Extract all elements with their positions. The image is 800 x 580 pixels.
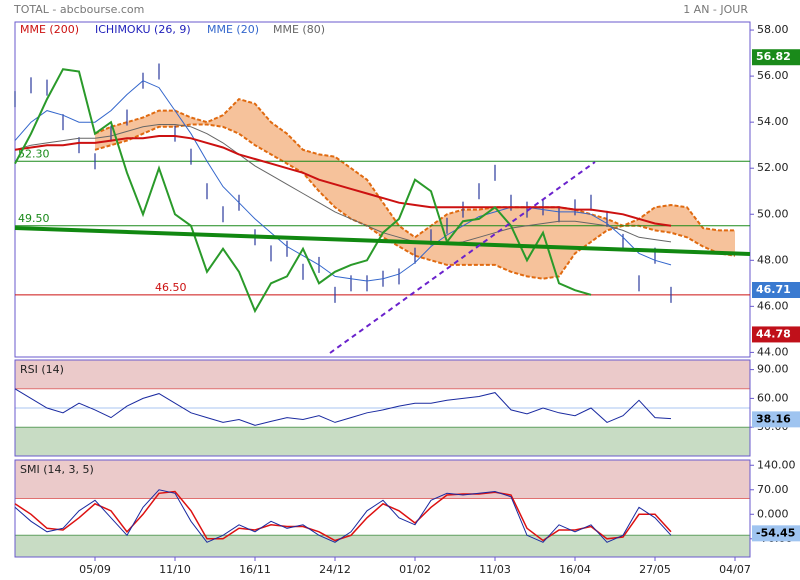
level-label: 49.50: [18, 212, 50, 225]
y-tick-label: 140.00: [757, 458, 796, 471]
chikou-line: [14, 68, 592, 314]
value-badge-label: 38.16: [756, 412, 791, 425]
x-tick-label: 04/07: [719, 563, 751, 576]
y-tick-label: 90.00: [757, 363, 789, 376]
value-badge-label: 44.78: [756, 327, 791, 340]
mme20-line: [14, 80, 672, 282]
oversold-zone: [15, 427, 750, 456]
x-tick-label: 11/03: [479, 563, 511, 576]
panel-frame: [14, 359, 751, 457]
value-badge: [752, 282, 800, 298]
value-badge: [752, 525, 800, 542]
y-tick-label: 56.00: [757, 69, 789, 82]
legend-entry: MME (20): [207, 23, 259, 36]
x-tick-label: 11/10: [159, 563, 191, 576]
legend-entry: ICHIMOKU (26, 9): [95, 23, 191, 36]
mme200-line: [14, 135, 672, 227]
value-badge: [752, 411, 800, 428]
x-tick-label: 16/11: [239, 563, 271, 576]
oscillator-line: [14, 489, 672, 543]
y-tick-label: 48.00: [757, 253, 789, 266]
level-label: 46.50: [155, 281, 187, 294]
overbought-zone: [15, 460, 750, 499]
page-title: TOTAL - abcbourse.com: [13, 3, 144, 16]
value-badge-label: 46.71: [756, 283, 791, 296]
y-tick-label: 54.00: [757, 115, 789, 128]
x-tick-label: 16/04: [559, 563, 591, 576]
y-tick-label: 52.00: [757, 161, 789, 174]
value-badge: [752, 49, 800, 66]
y-tick-label: 50.00: [757, 207, 789, 220]
y-tick-label: 58.00: [757, 23, 789, 36]
panel-title: SMI (14, 3, 5): [20, 463, 94, 476]
panel-title: RSI (14): [20, 363, 64, 376]
value-badge-label: 56.82: [756, 50, 791, 63]
level-label: 52.30: [18, 147, 50, 160]
trendline: [14, 226, 751, 256]
legend-entry: MME (200): [20, 23, 79, 36]
y-tick-label: 46.00: [757, 299, 789, 312]
oscillator-line: [14, 388, 672, 426]
x-tick-label: 24/12: [319, 563, 351, 576]
senkou-line: [94, 97, 735, 239]
period: 1 AN - JOUR: [683, 3, 748, 16]
x-tick-label: 01/02: [399, 563, 431, 576]
overbought-zone: [15, 360, 750, 389]
panel-frame: [14, 21, 751, 358]
value-badge-label: -54.45: [756, 526, 795, 539]
panel-frame: [14, 459, 751, 558]
trendline: [329, 161, 596, 354]
mme80-line: [14, 124, 672, 245]
x-tick-label: 05/09: [79, 563, 111, 576]
legend-entry: MME (80): [273, 23, 325, 36]
oversold-zone: [15, 535, 750, 557]
y-tick-label: 70.00: [757, 483, 789, 496]
value-badge: [752, 326, 800, 343]
y-tick-label: 44.00: [757, 345, 789, 358]
x-tick-label: 27/05: [639, 563, 671, 576]
signal-line: [14, 490, 672, 542]
y-tick-label: 0.000: [757, 507, 789, 520]
y-tick-label: 60.00: [757, 391, 789, 404]
